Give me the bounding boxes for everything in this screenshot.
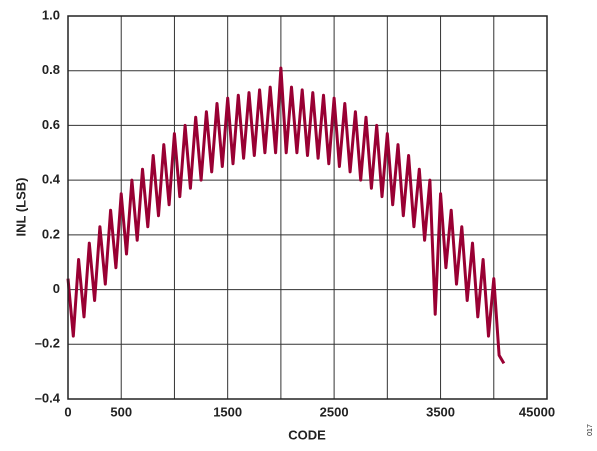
x-axis-label: CODE	[288, 427, 326, 442]
y-tick-label: –0.2	[35, 336, 60, 351]
x-tick-label: 3500	[426, 404, 455, 419]
x-tick-label: 1500	[213, 404, 242, 419]
x-tick-label: 0	[64, 404, 71, 419]
plot-frame	[67, 15, 548, 400]
x-tick-label: 2500	[320, 404, 349, 419]
y-tick-label: 0.4	[42, 172, 61, 187]
y-tick-label: 0	[53, 281, 60, 296]
y-axis-label: INL (LSB)	[13, 178, 28, 237]
y-tick-label: 1.0	[42, 7, 60, 22]
y-tick-label: 0.8	[42, 62, 60, 77]
y-tick-label: 0.6	[42, 117, 60, 132]
x-tick-label: 500	[110, 404, 132, 419]
y-tick-label: –0.4	[35, 390, 61, 405]
series-line	[66, 66, 506, 365]
x-tick-label: 45000	[519, 404, 555, 419]
figure-id: 017	[587, 424, 594, 436]
y-tick-label: 0.2	[42, 226, 60, 241]
